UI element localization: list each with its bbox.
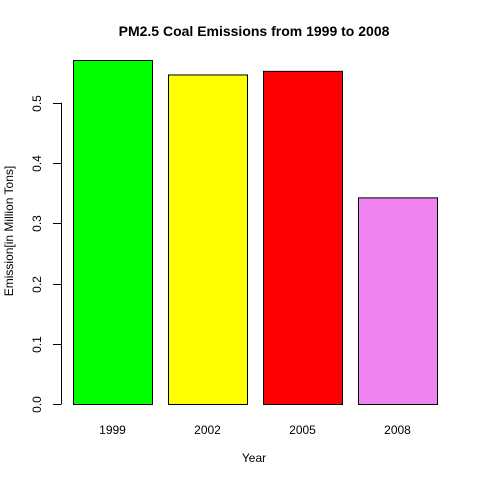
y-tick-label-1: 0.1 xyxy=(30,336,44,353)
y-tick-label-4: 0.4 xyxy=(30,155,44,172)
bar-2005 xyxy=(263,70,343,405)
y-tick-label-3: 0.3 xyxy=(30,215,44,232)
bars-group xyxy=(73,60,438,406)
x-tick-label-1999: 1999 xyxy=(99,423,126,437)
chart-title: PM2.5 Coal Emissions from 1999 to 2008 xyxy=(119,23,390,39)
y-tick-label-5: 0.5 xyxy=(30,95,44,112)
x-tick-label-2005: 2005 xyxy=(289,423,316,437)
x-tick-label-2002: 2002 xyxy=(194,423,221,437)
y-axis: 0.0 0.1 0.2 0.3 0.4 0.5 xyxy=(30,95,62,413)
x-tick-labels: 1999 2002 2005 2008 xyxy=(99,423,411,437)
y-tick-label-0: 0.0 xyxy=(30,396,44,413)
bar-2008 xyxy=(358,197,438,405)
x-tick-label-2008: 2008 xyxy=(384,423,411,437)
x-axis-label: Year xyxy=(242,451,266,465)
y-axis-label: Emission[in Million Tons] xyxy=(2,166,16,297)
y-tick-label-2: 0.2 xyxy=(30,276,44,293)
bar-1999 xyxy=(73,60,153,405)
bar-2002 xyxy=(168,74,248,406)
